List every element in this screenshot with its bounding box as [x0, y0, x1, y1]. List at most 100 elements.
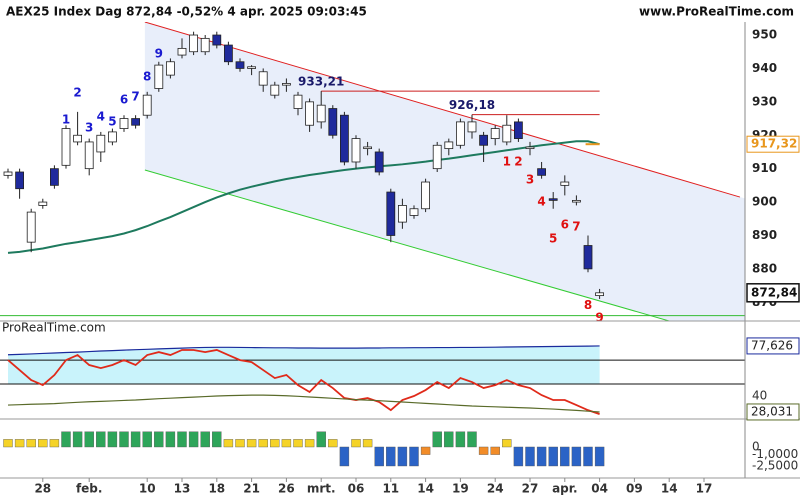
histogram-bar	[502, 439, 512, 448]
x-tick-label: 21	[243, 482, 260, 496]
y-tick-label: -2,5000	[752, 458, 798, 472]
candle-body	[165, 61, 175, 76]
price-box	[746, 283, 800, 303]
level-label: 933,21	[298, 75, 344, 89]
y-tick-label: -1,0000	[752, 447, 798, 461]
candle-body	[305, 101, 315, 126]
histogram-bar	[525, 446, 535, 467]
candle-body	[595, 292, 604, 297]
candle-body	[455, 121, 465, 146]
x-tick-label: 19	[452, 482, 469, 496]
histogram-bar	[478, 446, 489, 455]
wave-label: 9	[595, 310, 603, 324]
histogram-panel	[3, 431, 605, 467]
candle-body	[281, 83, 291, 86]
histogram-bar	[188, 431, 199, 448]
candle-body	[235, 61, 245, 69]
wave-label: 6	[561, 217, 569, 231]
histogram-bar	[270, 439, 280, 448]
candle-body	[328, 108, 338, 136]
ma-value-box	[746, 135, 800, 153]
candle-body	[363, 146, 373, 150]
candle-body	[50, 168, 59, 186]
level-label: 926,18	[449, 98, 495, 112]
histogram-bar	[548, 446, 558, 467]
wave-label: 5	[108, 114, 116, 128]
histogram-bar	[351, 439, 361, 448]
x-tick-label: apr.	[552, 482, 577, 496]
band-fill	[8, 345, 600, 385]
x-tick-label: 04	[591, 482, 608, 496]
candle-body	[108, 131, 117, 143]
x-tick-label: 14	[417, 482, 434, 496]
histogram-bar	[467, 431, 477, 448]
candle-body	[537, 168, 546, 176]
histogram-bar	[560, 446, 570, 467]
candle-body	[247, 66, 257, 69]
histogram-bar	[409, 446, 419, 467]
value-box	[746, 403, 800, 421]
histogram-bar	[455, 431, 466, 448]
candle-body	[212, 34, 222, 46]
histogram-bar	[397, 446, 408, 467]
y-tick-label: 880	[752, 261, 777, 275]
histogram-bar	[594, 446, 605, 467]
candle-body	[38, 201, 48, 206]
candle-body	[490, 128, 500, 139]
histogram-bar	[72, 431, 83, 448]
histogram-bar	[490, 446, 500, 455]
x-tick-label: 28	[34, 482, 51, 496]
histogram-bar	[84, 431, 94, 448]
wave-label: 3	[85, 120, 93, 134]
candle-body	[73, 134, 82, 143]
histogram-bar	[96, 431, 106, 448]
y-tick-label: 40	[752, 389, 767, 403]
candle-body	[444, 141, 454, 150]
price-label: 872,84	[751, 285, 797, 299]
x-tick-label: 14	[661, 482, 678, 496]
histogram-bar	[420, 446, 431, 455]
x-tick-label: 06	[348, 482, 365, 496]
wave-label: 6	[120, 92, 128, 106]
candle-body	[154, 64, 164, 89]
histogram-bar	[223, 439, 234, 448]
main-panel	[0, 22, 745, 321]
histogram-bar	[339, 446, 350, 467]
candle-body	[548, 198, 558, 201]
candle-body	[339, 114, 349, 163]
histogram-bar	[432, 431, 442, 448]
histogram-bar	[246, 439, 257, 448]
histogram-bar	[571, 446, 582, 467]
trendline	[144, 169, 672, 321]
x-tick-label: 27	[522, 482, 539, 496]
candle-body	[119, 118, 129, 129]
histogram-bar	[374, 446, 384, 467]
wave-label: 9	[155, 47, 163, 61]
candle-body	[316, 104, 326, 123]
histogram-bar	[293, 439, 303, 448]
wave-label: 2	[73, 86, 81, 100]
histogram-bar	[513, 446, 524, 467]
wave-label: 3	[526, 173, 534, 187]
histogram-bar	[328, 439, 338, 448]
candle-body	[374, 151, 384, 173]
x-tick-label: 17	[696, 482, 713, 496]
oscillator-line	[7, 349, 600, 415]
wave-label: 8	[584, 298, 592, 312]
candle-body	[223, 44, 233, 63]
candle-body	[386, 191, 396, 236]
value-box	[746, 337, 800, 355]
histogram-bar	[583, 446, 593, 467]
candle-body	[293, 94, 303, 109]
trendline	[144, 22, 741, 198]
wave-label: 7	[572, 219, 580, 233]
y-tick-label: 900	[752, 195, 777, 209]
main-overlay: 933,21926,181234567891234567898708808909…	[62, 28, 800, 324]
oscillator-line	[7, 394, 600, 413]
wave-label: 2	[514, 154, 522, 168]
histogram-bar	[14, 439, 25, 448]
candle-body	[502, 124, 512, 143]
candle-body	[26, 211, 36, 243]
candle-body	[351, 138, 361, 163]
candle-body	[3, 171, 13, 176]
